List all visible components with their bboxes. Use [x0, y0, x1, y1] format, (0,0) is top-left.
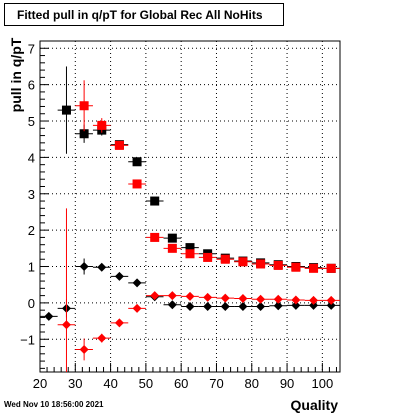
data-point-diamond: [79, 344, 89, 354]
data-point-square: [97, 120, 107, 130]
y-tick-label: 6: [28, 78, 35, 93]
data-point-square: [61, 105, 71, 115]
data-point-diamond: [132, 278, 142, 288]
axis-ticks: 20 30 40 50 60 70 80 90 100 −1 0 1 2 3 4 5 6 7: [20, 40, 337, 391]
data-point-diamond: [326, 295, 336, 305]
y-tick-label: 5: [28, 114, 35, 129]
data-point-diamond: [61, 320, 71, 330]
y-tick-label: 0: [28, 296, 35, 311]
data-point-square: [114, 140, 124, 150]
data-point-diamond: [150, 291, 160, 301]
data-point-diamond: [256, 294, 266, 304]
data-point-square: [150, 232, 160, 242]
x-axis-label: Quality: [291, 397, 339, 413]
y-axis-label: pull in q/pT: [8, 37, 24, 112]
x-tick-label: 50: [139, 376, 153, 391]
y-tick-label: −1: [20, 332, 35, 347]
data-point-diamond: [132, 303, 142, 313]
data-point-square: [309, 263, 319, 273]
x-tick-label: 40: [103, 376, 117, 391]
data-point-diamond: [44, 311, 54, 321]
data-point-diamond: [203, 302, 213, 312]
data-point-square: [238, 257, 248, 267]
data-point-diamond: [97, 333, 107, 343]
data-point-square: [185, 249, 195, 259]
x-tick-label: 90: [280, 376, 294, 391]
data-point-diamond: [291, 295, 301, 305]
data-point-square: [167, 243, 177, 253]
data-point-square: [326, 263, 336, 273]
data-point-square: [291, 262, 301, 272]
data-point-diamond: [291, 300, 301, 310]
grid-lines: [40, 41, 340, 372]
x-tick-label: 60: [174, 376, 188, 391]
data-point-diamond: [185, 302, 195, 312]
data-point-diamond: [167, 300, 177, 310]
y-tick-label: 4: [28, 150, 35, 165]
data-marks: [40, 66, 340, 372]
data-point-square: [256, 259, 266, 269]
data-point-square: [203, 252, 213, 262]
data-point-square: [185, 243, 195, 253]
data-point-square: [79, 101, 89, 111]
data-point-square: [132, 179, 142, 189]
x-tick-label: 30: [68, 376, 82, 391]
data-point-diamond: [273, 294, 283, 304]
data-point-diamond: [114, 271, 124, 281]
plot-frame: [39, 40, 341, 373]
data-point-diamond: [79, 262, 89, 272]
data-point-diamond: [326, 300, 336, 310]
data-point-diamond: [203, 292, 213, 302]
data-point-square: [273, 260, 283, 270]
data-point-diamond: [114, 318, 124, 328]
data-point-diamond: [220, 302, 230, 312]
data-point-square: [167, 233, 177, 243]
data-point-diamond: [273, 301, 283, 311]
x-tick-label: 80: [245, 376, 259, 391]
data-point-diamond: [220, 293, 230, 303]
x-tick-label: 20: [33, 376, 47, 391]
data-point-diamond: [167, 291, 177, 301]
data-point-diamond: [238, 294, 248, 304]
y-tick-label: 3: [28, 187, 35, 202]
data-point-diamond: [238, 302, 248, 312]
data-point-square: [79, 129, 89, 139]
data-point-diamond: [97, 262, 107, 272]
x-tick-label: 70: [209, 376, 223, 391]
x-tick-label: 100: [312, 376, 334, 391]
chart-title: Fitted pull in q/pT for Global Rec All N…: [4, 3, 284, 26]
y-tick-label: 1: [28, 260, 35, 275]
data-point-diamond: [185, 291, 195, 301]
data-point-diamond: [309, 300, 319, 310]
data-point-diamond: [309, 295, 319, 305]
data-point-square: [132, 157, 142, 167]
y-tick-label: 7: [28, 41, 35, 56]
y-tick-label: 2: [28, 223, 35, 238]
chart-title-text: Fitted pull in q/pT for Global Rec All N…: [17, 7, 263, 22]
data-point-diamond: [256, 302, 266, 312]
data-point-square: [150, 196, 160, 206]
data-point-square: [220, 254, 230, 264]
footer-timestamp: Wed Nov 10 18:56:00 2021: [4, 400, 104, 409]
